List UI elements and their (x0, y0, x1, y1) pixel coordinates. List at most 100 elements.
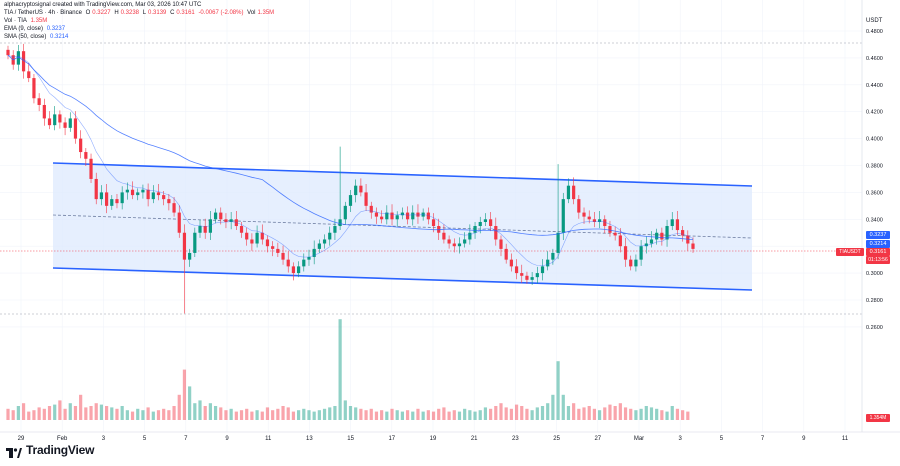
candle-body (629, 259, 633, 267)
channel-mid-line (52, 214, 753, 239)
volume-bar (193, 403, 197, 420)
volume-indicator-label: Vol · TIA (4, 18, 27, 24)
time-tick-label: 3 (102, 436, 106, 442)
candle-body (130, 189, 135, 196)
volume-bar (618, 403, 622, 420)
candle-body (260, 232, 264, 240)
volume-bar (437, 408, 441, 420)
volume-bar (597, 410, 602, 420)
candle-body (364, 192, 368, 206)
legend-ema-line[interactable]: EMA (9, close) 0.3237 (4, 25, 67, 33)
candle-body (540, 266, 545, 274)
candle-body (546, 259, 550, 267)
candle-body (213, 212, 218, 220)
volume-bar (172, 406, 176, 420)
volume-bars (6, 319, 690, 420)
legend-sma-line[interactable]: SMA (50, close) 0.3214 (4, 33, 70, 41)
candle-body (219, 212, 223, 220)
volume-bar (587, 406, 591, 420)
candle-body (348, 195, 353, 206)
candle-body (405, 212, 410, 220)
legend-volume-line[interactable]: Vol · TIA 1.35M (4, 17, 49, 25)
descending-channel-fill (53, 163, 752, 290)
volume-bar (354, 407, 358, 420)
candle-body (551, 252, 555, 260)
volume-bar (213, 406, 218, 420)
volume-bar (58, 400, 62, 420)
volume-bar (613, 406, 617, 420)
volume-bar (608, 404, 612, 420)
sma-label: SMA (50, close) (4, 34, 47, 40)
price-tick-label: 0.3000 (866, 271, 883, 277)
candle-body (359, 185, 363, 193)
candle-body (53, 114, 57, 126)
volume-bar (452, 410, 456, 420)
volume-bar (644, 406, 648, 420)
volume-bar (468, 410, 472, 420)
volume-bar (141, 410, 145, 420)
candle-body (473, 226, 477, 233)
candle-body (561, 199, 565, 233)
candle-body (582, 212, 586, 217)
volume-bar (572, 403, 576, 420)
volume-bar (348, 406, 353, 420)
volume-bar (655, 408, 659, 420)
volume-bar (21, 403, 26, 420)
volume-bar (592, 408, 597, 420)
candle-body (68, 118, 72, 128)
time-tick-label: 29 (18, 436, 25, 442)
candle-body (483, 219, 488, 222)
tradingview-logo[interactable]: TradingView (6, 443, 94, 458)
volume-bar (89, 406, 93, 420)
volume-bar (660, 410, 664, 420)
time-tick-label: 9 (802, 436, 806, 442)
volume-bar (104, 406, 109, 420)
last-price-tag: 0.3161 (866, 248, 890, 256)
volume-bar (400, 411, 404, 420)
volume-bar (167, 410, 171, 420)
volume-bar (239, 410, 244, 420)
volume-bar (182, 369, 187, 420)
candle-body (110, 199, 114, 206)
candle-body (463, 239, 467, 244)
candle-body (291, 266, 296, 274)
candle-body (21, 51, 26, 72)
candle-body (271, 246, 275, 249)
candle-body (172, 203, 176, 213)
volume-bar (364, 410, 368, 420)
candle-body (634, 259, 638, 267)
candle-body (302, 259, 306, 267)
candle-body (27, 71, 31, 79)
candle-body (675, 219, 680, 231)
candle-body (167, 199, 171, 204)
candle-body (333, 226, 337, 233)
price-tick-label: 0.2800 (866, 298, 883, 304)
volume-bar (234, 411, 238, 420)
candle-body (343, 205, 347, 220)
volume-bar (255, 410, 259, 420)
volume-bar (32, 410, 36, 420)
countdown-tag: 01:13:56 (866, 256, 890, 264)
volume-bar (47, 406, 52, 420)
candles (6, 43, 695, 314)
candle-body (452, 243, 456, 247)
candle-body (104, 192, 109, 206)
candle-body (94, 178, 98, 200)
volume-bar (499, 403, 503, 420)
candle-body (623, 246, 628, 260)
candle-body (245, 232, 249, 240)
volume-bar (385, 411, 389, 420)
time-tick-label: 3 (679, 436, 683, 442)
volume-bar (504, 407, 508, 420)
volume-bar (63, 408, 67, 420)
volume-bar (6, 408, 10, 420)
candle-body (369, 205, 373, 213)
candle-body (281, 252, 285, 260)
volume-bar (405, 410, 410, 420)
volume-bar (489, 408, 493, 420)
candle-body (63, 122, 67, 128)
candle-body (84, 152, 88, 159)
volume-bar (577, 408, 581, 420)
